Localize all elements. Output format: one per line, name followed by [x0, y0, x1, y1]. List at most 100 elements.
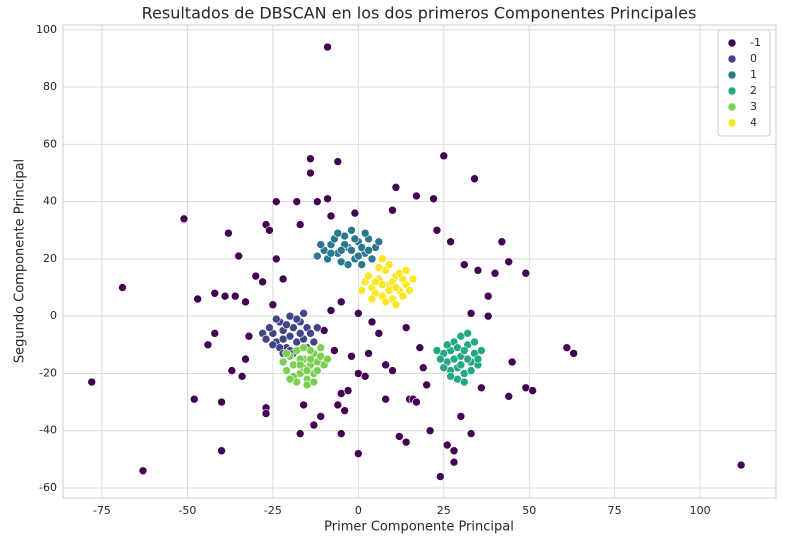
point — [87, 377, 97, 387]
point — [422, 380, 431, 390]
point — [507, 357, 517, 367]
point — [224, 228, 233, 238]
point — [391, 300, 401, 310]
point — [446, 372, 455, 381]
y-tick-label: -60 — [39, 481, 57, 494]
chart-title: Resultados de DBSCAN en los dos primeros… — [142, 4, 697, 23]
point — [299, 343, 308, 352]
point — [391, 283, 401, 292]
point — [569, 349, 578, 358]
point — [374, 263, 384, 272]
point — [220, 291, 230, 301]
point — [309, 377, 319, 387]
point — [336, 297, 346, 307]
point — [367, 254, 377, 264]
point — [528, 386, 537, 395]
point — [306, 329, 315, 338]
point — [381, 297, 390, 307]
point — [295, 360, 305, 370]
point — [439, 151, 449, 161]
point — [295, 220, 305, 229]
point — [412, 397, 421, 407]
y-tick-label: 80 — [43, 80, 57, 93]
point — [388, 205, 397, 215]
point — [217, 446, 226, 456]
point — [490, 268, 500, 278]
point — [292, 197, 302, 206]
legend-label: -1 — [750, 36, 761, 49]
point — [436, 354, 445, 364]
point — [395, 432, 404, 441]
x-tick-label: -50 — [178, 504, 196, 517]
point — [278, 357, 288, 367]
legend-marker — [727, 38, 737, 48]
point — [418, 363, 428, 373]
point — [401, 437, 411, 447]
point — [442, 440, 452, 450]
legend-marker — [727, 102, 737, 112]
point — [227, 366, 237, 375]
point — [473, 354, 483, 364]
legend-label: 2 — [750, 84, 757, 97]
y-tick-label: 100 — [36, 23, 57, 36]
point — [436, 472, 445, 481]
x-tick-label: -75 — [93, 504, 111, 517]
point — [138, 466, 148, 476]
point — [306, 354, 315, 364]
point — [456, 412, 466, 421]
legend-label: 0 — [750, 52, 757, 65]
point — [313, 323, 322, 332]
x-tick-label: -25 — [264, 504, 282, 517]
point — [459, 377, 469, 387]
point — [381, 394, 390, 404]
point — [210, 288, 220, 298]
legend-label: 4 — [750, 116, 757, 129]
point — [521, 268, 531, 278]
point — [388, 366, 397, 375]
point — [326, 211, 336, 221]
point — [391, 183, 401, 192]
point — [367, 294, 377, 304]
point — [285, 374, 295, 384]
point — [347, 225, 356, 235]
point — [340, 406, 349, 415]
point — [285, 311, 295, 321]
point — [405, 286, 414, 295]
point — [306, 168, 315, 178]
point — [371, 277, 380, 287]
y-tick-label: 40 — [43, 195, 57, 208]
legend-label: 3 — [750, 100, 757, 113]
point — [374, 329, 384, 338]
point — [398, 291, 408, 301]
point — [473, 266, 483, 275]
point — [504, 392, 514, 401]
point — [364, 271, 373, 281]
point — [343, 386, 353, 395]
point — [384, 260, 394, 269]
x-axis-label: Primer Componente Principal — [324, 520, 514, 535]
point — [193, 294, 202, 304]
point — [217, 397, 226, 407]
point — [504, 257, 514, 267]
point — [179, 214, 189, 224]
point — [432, 225, 442, 235]
point — [251, 271, 261, 281]
point — [466, 429, 476, 438]
point — [299, 309, 308, 318]
point — [459, 260, 469, 269]
point — [309, 420, 319, 430]
point — [357, 260, 367, 269]
point — [316, 343, 326, 352]
y-tick-label: 0 — [50, 309, 57, 322]
point — [203, 340, 213, 350]
x-tick-label: 100 — [690, 504, 711, 517]
point — [483, 291, 493, 301]
point — [333, 400, 343, 410]
point — [241, 297, 250, 307]
point — [350, 208, 360, 218]
point — [347, 246, 356, 255]
point — [323, 194, 332, 204]
point — [401, 266, 411, 275]
point — [463, 354, 472, 364]
